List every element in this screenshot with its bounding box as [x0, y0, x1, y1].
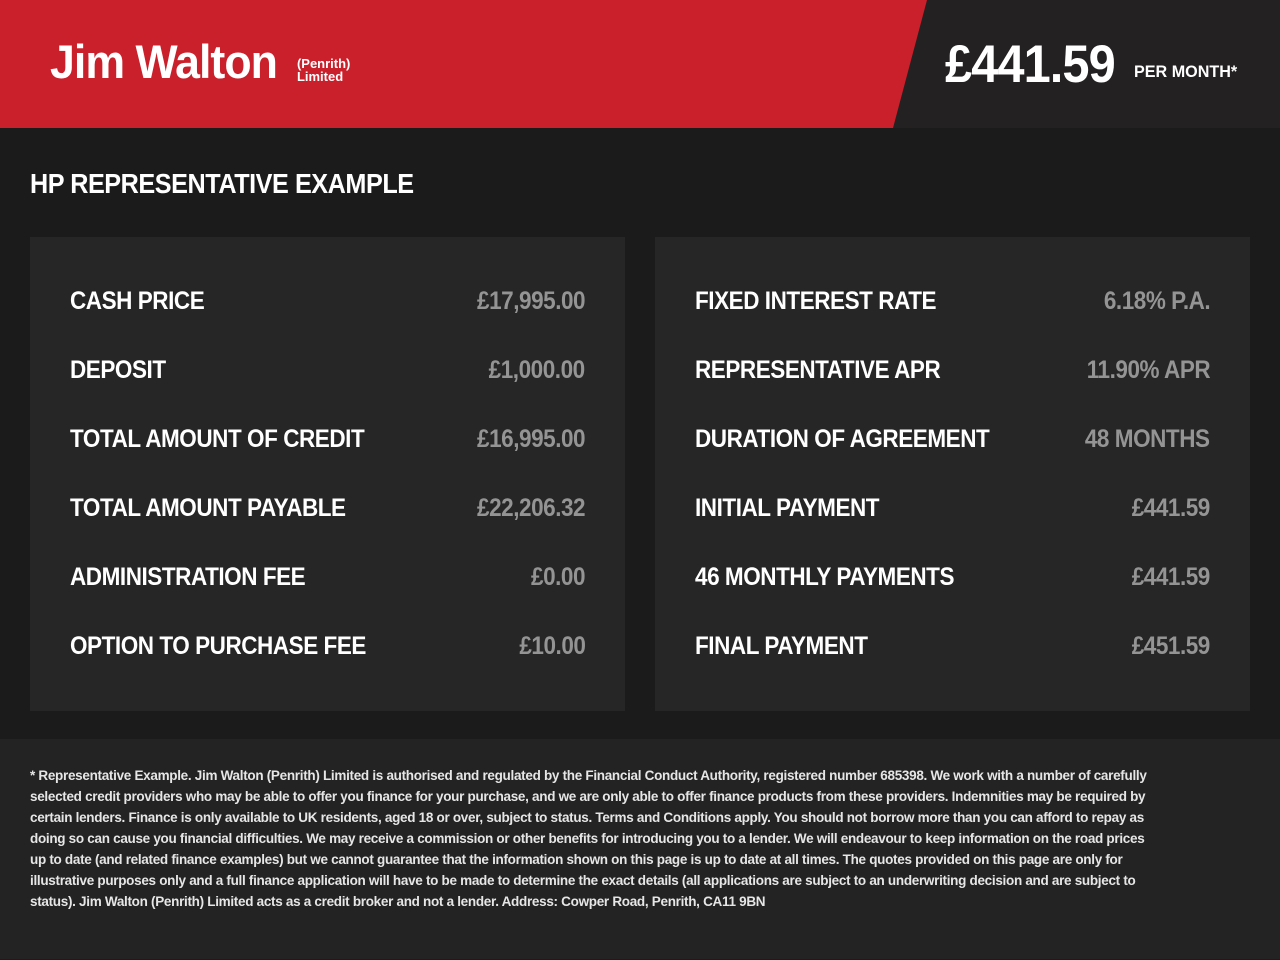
main-content: HP REPRESENTATIVE EXAMPLE CASH PRICE £17…	[0, 168, 1280, 711]
finance-label: TOTAL AMOUNT PAYABLE	[70, 494, 346, 522]
finance-panel-right: FIXED INTEREST RATE 6.18% P.A. REPRESENT…	[655, 237, 1250, 711]
finance-value: £22,206.32	[476, 494, 586, 522]
finance-label: INITIAL PAYMENT	[695, 494, 880, 522]
finance-label: CASH PRICE	[70, 287, 205, 315]
finance-panels: CASH PRICE £17,995.00 DEPOSIT £1,000.00 …	[30, 237, 1250, 711]
finance-row-admin-fee: ADMINISTRATION FEE £0.00	[70, 563, 585, 592]
finance-row-deposit: DEPOSIT £1,000.00	[70, 356, 585, 385]
finance-row-monthly-payments: 46 MONTHLY PAYMENTS £441.59	[695, 563, 1210, 592]
finance-row-initial-payment: INITIAL PAYMENT £441.59	[695, 494, 1210, 523]
brand-name: Jim Walton	[50, 35, 278, 88]
finance-value: £10.00	[518, 632, 586, 660]
monthly-price-banner: £441.59 PER MONTH*	[893, 0, 1280, 128]
brand-suffix-line2: Limited	[296, 69, 344, 84]
finance-row-total-credit: TOTAL AMOUNT OF CREDIT £16,995.00	[70, 425, 585, 454]
monthly-price: £441.59	[945, 34, 1116, 94]
finance-value: £441.59	[1131, 494, 1211, 522]
finance-label: REPRESENTATIVE APR	[695, 356, 941, 384]
finance-value: £17,995.00	[476, 287, 586, 315]
finance-row-duration: DURATION OF AGREEMENT 48 MONTHS	[695, 425, 1210, 454]
finance-value: £441.59	[1131, 563, 1211, 591]
brand-logo: Jim Walton (Penrith) Limited	[50, 38, 350, 85]
finance-label: TOTAL AMOUNT OF CREDIT	[70, 425, 365, 453]
finance-value: £0.00	[530, 563, 586, 591]
finance-label: FIXED INTEREST RATE	[695, 287, 937, 315]
finance-panel-left: CASH PRICE £17,995.00 DEPOSIT £1,000.00 …	[30, 237, 625, 711]
finance-label: FINAL PAYMENT	[695, 632, 868, 660]
finance-value: 6.18% P.A.	[1103, 287, 1211, 315]
brand-suffix-line1: (Penrith)	[296, 56, 351, 71]
finance-row-interest-rate: FIXED INTEREST RATE 6.18% P.A.	[695, 287, 1210, 316]
footer: * Representative Example. Jim Walton (Pe…	[0, 739, 1280, 959]
finance-value: 48 MONTHS	[1085, 425, 1210, 453]
finance-label: DEPOSIT	[70, 356, 166, 384]
brand-suffix: (Penrith) Limited	[297, 57, 350, 83]
page-title-text: HP REPRESENTATIVE EXAMPLE	[30, 168, 414, 199]
header: Jim Walton (Penrith) Limited £441.59 PER…	[0, 0, 1280, 128]
finance-value: 11.90% APR	[1086, 356, 1211, 384]
finance-label: ADMINISTRATION FEE	[70, 563, 306, 591]
finance-row-total-payable: TOTAL AMOUNT PAYABLE £22,206.32	[70, 494, 585, 523]
finance-value: £1,000.00	[488, 356, 585, 384]
finance-label: DURATION OF AGREEMENT	[695, 425, 990, 453]
finance-row-apr: REPRESENTATIVE APR 11.90% APR	[695, 356, 1210, 385]
finance-label: OPTION TO PURCHASE FEE	[70, 632, 366, 660]
page-title: HP REPRESENTATIVE EXAMPLE	[30, 168, 1250, 200]
finance-row-option-fee: OPTION TO PURCHASE FEE £10.00	[70, 632, 585, 661]
finance-value: £451.59	[1131, 632, 1211, 660]
finance-value: £16,995.00	[476, 425, 586, 453]
monthly-price-label: PER MONTH*	[1133, 62, 1237, 81]
disclaimer-text: * Representative Example. Jim Walton (Pe…	[30, 768, 1147, 909]
finance-label: 46 MONTHLY PAYMENTS	[695, 563, 955, 591]
finance-row-final-payment: FINAL PAYMENT £451.59	[695, 632, 1210, 661]
finance-row-cash-price: CASH PRICE £17,995.00	[70, 287, 585, 316]
